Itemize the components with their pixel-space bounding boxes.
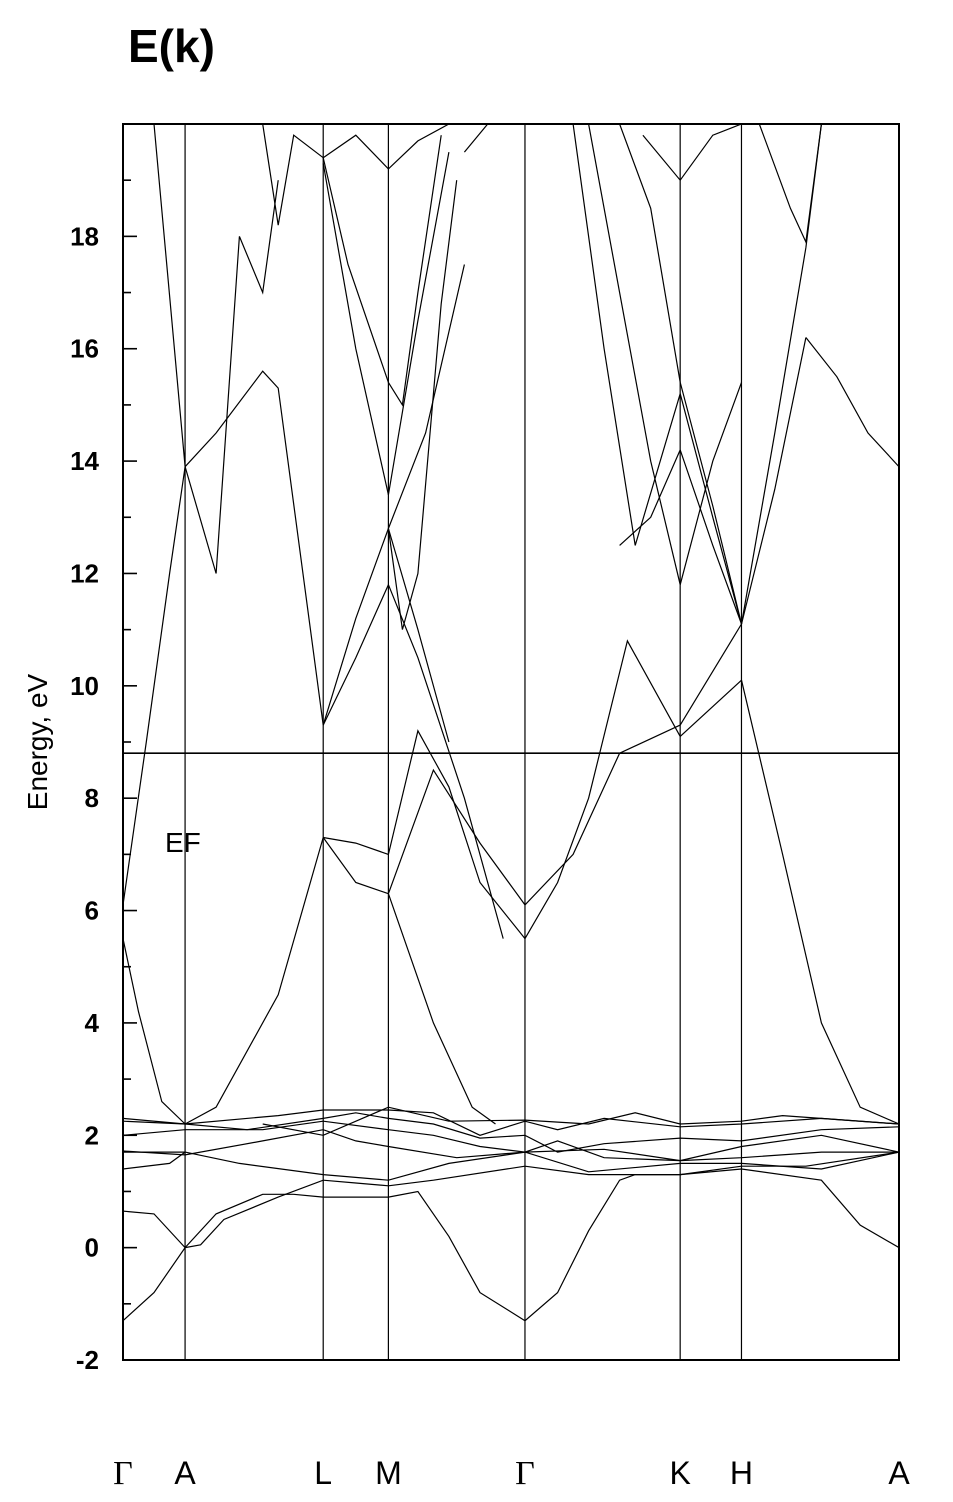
kpoint-label-3: L xyxy=(314,1455,332,1491)
band-44 xyxy=(740,124,822,625)
band-16 xyxy=(184,837,324,1125)
band-5 xyxy=(123,1210,186,1249)
band-41 xyxy=(463,124,511,153)
band-28 xyxy=(322,584,389,726)
kpoint-label-1: Γ xyxy=(113,1455,133,1492)
band-15 xyxy=(123,938,186,1125)
high-symmetry-lines xyxy=(184,124,743,1360)
band-47 xyxy=(619,124,681,383)
band-30 xyxy=(387,528,450,743)
band-45 xyxy=(588,124,681,585)
band-27 xyxy=(184,370,324,726)
y-tick-label: 6 xyxy=(85,896,99,926)
band-25 xyxy=(679,623,743,726)
band-38 xyxy=(153,124,279,574)
band-4 xyxy=(680,1168,899,1249)
band-43 xyxy=(679,393,743,625)
band-14 xyxy=(262,1106,899,1136)
y-tick-label: 8 xyxy=(85,783,99,813)
y-tick-label: 12 xyxy=(70,558,99,588)
band-50 xyxy=(805,337,899,468)
band-32 xyxy=(387,264,465,529)
fermi-level-label: EF xyxy=(165,827,201,858)
band-lines xyxy=(123,124,899,1322)
y-tick-label: 10 xyxy=(70,671,99,701)
y-tick-label: 16 xyxy=(70,334,99,364)
y-axis-title: Energy, eV xyxy=(22,673,53,810)
kpoint-label-6: K xyxy=(669,1455,690,1491)
band-21 xyxy=(740,680,899,1125)
band-48 xyxy=(679,382,743,625)
band-10 xyxy=(123,1129,899,1162)
y-tick-label: 2 xyxy=(85,1120,99,1150)
band-18 xyxy=(387,729,526,939)
band-53 xyxy=(619,449,681,546)
band-9 xyxy=(123,1151,899,1181)
band-19 xyxy=(524,639,681,939)
band-37 xyxy=(387,135,442,407)
y-tick-label: 4 xyxy=(85,1008,100,1038)
band-35 xyxy=(322,163,389,495)
band-54 xyxy=(679,449,743,625)
band-31 xyxy=(322,528,389,726)
kpoint-label-7: H xyxy=(730,1455,753,1491)
band-49 xyxy=(740,337,807,625)
band-7 xyxy=(388,1151,899,1187)
y-tick-label: 14 xyxy=(70,446,99,476)
band-17 xyxy=(323,836,389,855)
kpoint-label-4: M xyxy=(375,1455,402,1491)
kpoint-label-5: Γ xyxy=(515,1455,535,1492)
kpoint-label-8: A xyxy=(888,1455,910,1491)
band-46 xyxy=(679,382,743,585)
band-40 xyxy=(322,124,450,170)
band-33 xyxy=(387,180,458,630)
kpoint-label-2: A xyxy=(174,1455,196,1491)
y-tick-label: 0 xyxy=(85,1233,99,1263)
y-axis-ticks: -2 0 2 4 6 8 10 12 14 16 18 xyxy=(70,123,137,1375)
band-42 xyxy=(572,124,681,546)
y-tick-label: 18 xyxy=(70,221,99,251)
band-51 xyxy=(642,124,742,182)
band-24 xyxy=(387,724,681,906)
band-23 xyxy=(387,893,496,1125)
band-36 xyxy=(322,157,389,383)
band-29 xyxy=(387,584,504,939)
band-22 xyxy=(322,837,389,895)
band-6 xyxy=(184,1179,389,1249)
band-8 xyxy=(123,1151,186,1170)
y-tick-label: -2 xyxy=(76,1345,99,1375)
band-1 xyxy=(123,1193,324,1322)
band-39 xyxy=(262,124,324,226)
band-11 xyxy=(123,1120,899,1162)
chart-title: E(k) xyxy=(128,20,215,72)
band-13 xyxy=(123,1109,899,1136)
band-34 xyxy=(387,151,450,495)
band-26 xyxy=(123,466,186,905)
band-20 xyxy=(679,679,742,737)
band-52 xyxy=(758,124,822,245)
band-3 xyxy=(388,1173,681,1322)
